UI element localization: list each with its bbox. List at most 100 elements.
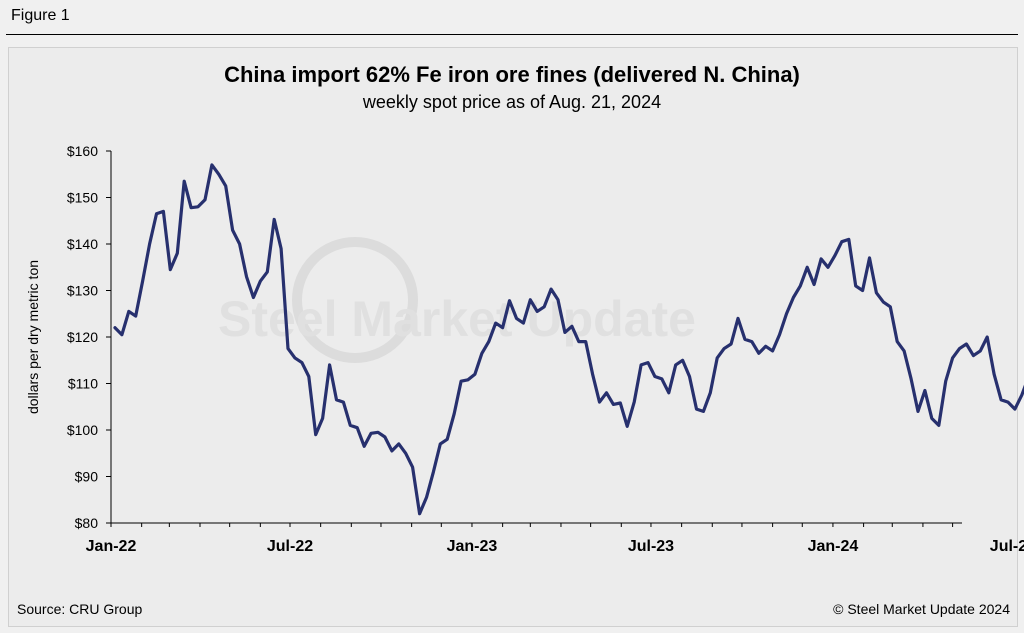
data-point: [938, 424, 940, 426]
data-point: [190, 207, 192, 209]
x-tick-label: Jul-22: [267, 538, 313, 555]
data-point: [529, 299, 531, 301]
data-point: [273, 218, 275, 220]
data-point: [349, 424, 351, 426]
data-point: [135, 315, 137, 317]
data-point: [695, 408, 698, 410]
data-point: [758, 352, 760, 354]
data-point: [945, 380, 947, 382]
data-point: [377, 431, 379, 433]
data-point: [792, 296, 795, 299]
data-point: [702, 410, 705, 412]
data-point: [149, 243, 151, 245]
data-point: [986, 336, 988, 338]
data-point: [162, 210, 164, 212]
data-point: [329, 364, 331, 366]
y-tick-label: $160: [67, 143, 98, 159]
data-point: [1000, 399, 1002, 401]
data-point: [342, 401, 344, 403]
source-note: Source: CRU Group: [17, 601, 143, 617]
data-point: [398, 443, 400, 445]
data-point: [488, 341, 490, 343]
data-point: [806, 266, 808, 268]
data-point: [585, 341, 587, 343]
data-point: [633, 401, 635, 403]
data-point: [183, 180, 185, 182]
data-point: [266, 271, 268, 273]
data-point: [751, 341, 753, 343]
data-point: [169, 269, 171, 271]
data-point: [647, 362, 649, 364]
data-point: [114, 327, 116, 329]
data-point: [571, 325, 573, 327]
data-point: [308, 375, 310, 378]
data-point: [1007, 401, 1009, 403]
data-point: [432, 471, 434, 473]
data-point: [848, 238, 850, 240]
data-point: [820, 258, 822, 260]
data-point: [979, 350, 981, 352]
data-point: [924, 389, 926, 392]
data-point: [661, 378, 663, 380]
data-point: [356, 427, 358, 429]
data-point: [218, 173, 220, 175]
watermark-text: Steel Market Update: [218, 291, 696, 347]
figure-divider: [6, 34, 1018, 35]
data-point: [612, 403, 615, 405]
data-point: [384, 436, 386, 438]
data-point: [640, 364, 642, 366]
chart-subtitle: weekly spot price as of Aug. 21, 2024: [362, 92, 662, 112]
y-tick-label: $80: [75, 515, 99, 531]
data-point: [917, 410, 919, 412]
data-point: [827, 266, 829, 268]
data-point: [322, 417, 324, 419]
data-point: [543, 306, 545, 308]
data-point: [889, 306, 891, 308]
data-point: [1021, 394, 1023, 396]
data-point: [412, 466, 414, 468]
data-point: [896, 341, 898, 343]
x-axis: Jan-22 Jul-22 Jan-23 Jul-23 Jan-24 Jul-24: [86, 522, 1024, 555]
data-point: [675, 364, 677, 366]
x-tick-label: Jan-22: [86, 538, 137, 555]
data-point: [654, 375, 656, 378]
data-point: [467, 379, 469, 381]
data-point: [522, 322, 525, 324]
data-point: [709, 392, 711, 394]
data-point: [598, 401, 601, 403]
y-tick-label: $120: [67, 329, 98, 345]
data-point: [370, 432, 372, 434]
data-point: [903, 350, 905, 352]
data-point: [142, 280, 144, 282]
data-point: [425, 496, 428, 498]
data-point: [495, 322, 497, 324]
data-point: [855, 285, 857, 287]
data-point: [765, 345, 767, 347]
data-point: [993, 373, 995, 375]
data-point: [564, 331, 566, 333]
y-tick-label: $150: [67, 190, 98, 206]
data-point: [315, 434, 317, 436]
data-point: [965, 343, 968, 345]
data-point: [813, 283, 815, 286]
y-tick-label: $100: [67, 422, 98, 438]
data-point: [197, 206, 199, 208]
figure-label: Figure 1: [11, 7, 70, 24]
data-point: [716, 357, 718, 359]
data-point: [121, 334, 123, 336]
data-point: [772, 350, 774, 352]
data-point: [301, 362, 303, 364]
data-point: [502, 327, 504, 329]
data-point: [245, 276, 248, 278]
watermark-logo-icon: [292, 237, 418, 363]
y-axis-label: dollars per dry metric ton: [25, 260, 41, 414]
data-point: [453, 413, 455, 415]
plot-area: [113, 163, 1024, 516]
data-point: [460, 380, 462, 382]
data-point: [176, 252, 178, 254]
x-tick-label: Jan-24: [808, 538, 859, 555]
data-point: [259, 280, 261, 282]
data-point: [626, 425, 628, 427]
data-point: [834, 255, 836, 257]
data-point: [446, 438, 448, 440]
